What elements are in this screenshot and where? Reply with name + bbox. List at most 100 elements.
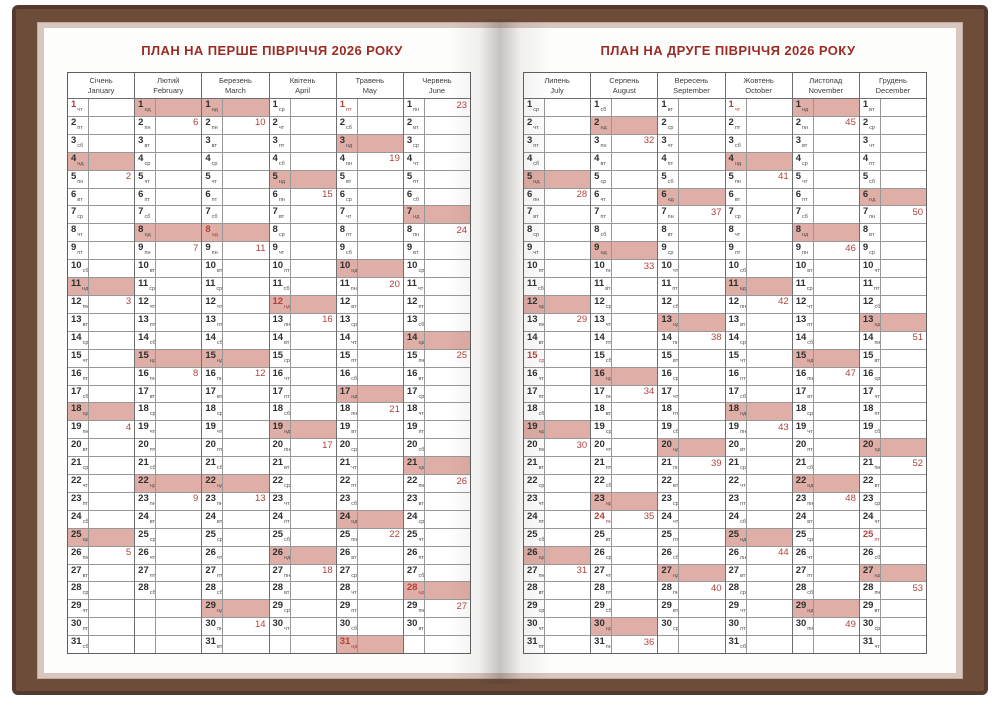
notes-cell: [89, 242, 134, 259]
notes-cell: [814, 529, 859, 546]
day-row-10: 10 сб: [68, 260, 135, 279]
weekday-abbr: вт: [278, 214, 285, 221]
notes-cell: [612, 618, 657, 635]
day-number: 23: [594, 492, 605, 504]
day-row-8: 8 вт: [859, 224, 927, 243]
notes-cell: [814, 582, 859, 599]
notes-cell: [679, 296, 724, 313]
day-row-27: 27 пн 31: [524, 564, 591, 583]
day-number: 4: [527, 152, 533, 164]
day-number: 3: [594, 134, 600, 146]
day-number: 14: [661, 331, 672, 343]
weekday-abbr: пт: [869, 160, 875, 167]
day-number-cell: 8 ср: [270, 224, 291, 242]
day-number: 24: [272, 510, 284, 522]
day-row-23: 23 пт: [725, 492, 792, 511]
notes-cell: [881, 600, 926, 617]
notes-cell: [291, 600, 336, 617]
day-number-cell: 20 пн: [270, 439, 291, 457]
notes-cell: [612, 296, 657, 313]
notes-cell: [545, 224, 590, 241]
day-number-cell: 11 вт: [591, 278, 613, 295]
day-row-16: 16 пт: [725, 367, 792, 386]
notes-cell: [814, 600, 859, 617]
notes-cell: [291, 117, 336, 134]
weekday-abbr: сб: [82, 644, 89, 651]
day-number-cell: 3 вт: [202, 134, 224, 152]
day-number-cell: 4 пт: [658, 152, 680, 170]
day-number-cell: 24 нд: [337, 510, 358, 528]
day-number-cell: 4 вт: [591, 152, 613, 170]
day-number: 14: [205, 331, 216, 343]
notes-cell: [89, 332, 134, 349]
weekday-abbr: пн: [874, 590, 881, 597]
weekday-abbr: пт: [351, 483, 357, 490]
day-number: 19: [339, 421, 351, 433]
notes-cell: [89, 189, 134, 206]
day-number: 3: [71, 134, 77, 146]
day-number-cell: 8 нд: [793, 224, 814, 242]
day-row-7: 7 нд: [403, 206, 471, 225]
day-row-23: 23 ср: [658, 492, 725, 511]
day-row-7: 7 пн 50: [859, 206, 927, 225]
day-row-6: 6 сб: [403, 188, 471, 207]
day-number: 6: [527, 188, 533, 200]
day-row-3: 3 пт: [269, 134, 336, 153]
notes-cell: [814, 189, 859, 206]
notes-cell: [747, 314, 792, 331]
day-number: 9: [661, 242, 667, 254]
day-number-cell: 28 ср: [726, 582, 747, 600]
weekday-abbr: нд: [740, 536, 747, 543]
day-number: 11: [138, 278, 149, 290]
day-number-cell: 11 нд: [68, 278, 89, 295]
notes-cell: [881, 439, 926, 456]
notes-cell: 33: [612, 260, 657, 277]
weekday-abbr: сб: [740, 518, 746, 525]
weekday-abbr: пт: [82, 626, 89, 633]
day-row-5: 5 вт: [336, 170, 403, 189]
day-row-23: 23 пт: [68, 492, 135, 511]
weekday-abbr: пн: [418, 357, 425, 364]
day-number-cell: 23 чт: [524, 492, 545, 510]
weekday-abbr: чт: [211, 178, 218, 185]
day-number-cell: 31 чт: [860, 636, 881, 654]
day-number-cell: 6 пт: [793, 188, 814, 206]
day-number-cell: 17 пт: [524, 385, 545, 403]
notes-cell: [612, 529, 657, 546]
weekday-abbr: пн: [211, 124, 218, 131]
notes-cell: [223, 386, 268, 403]
day-row-16: 16 чт: [524, 367, 591, 386]
day-number-cell: 21 пн: [860, 457, 881, 475]
day-row-26: 26 вт: [336, 546, 403, 565]
day-number: 25: [138, 528, 149, 540]
day-number-cell: 26 пн: [726, 546, 747, 564]
day-row-20: 20 нд: [658, 439, 725, 458]
day-row-27: 27 пт: [202, 564, 269, 583]
day-row-8: 8 пт: [336, 224, 403, 243]
notes-cell: [425, 457, 470, 474]
weekday-abbr: нд: [418, 590, 425, 597]
day-row-28: 28 пн 40: [658, 582, 725, 601]
day-row-11: 11 пт: [658, 278, 725, 296]
day-number: 11: [205, 278, 216, 290]
day-row-6: 6 пт: [202, 188, 269, 207]
day-row-4: 4 ср: [202, 152, 269, 171]
weekday-abbr: вт: [82, 321, 88, 328]
day-number: 22: [339, 475, 351, 487]
day-row-29: 29 пн 27: [403, 600, 471, 619]
day-number-cell: 12 нд: [524, 295, 545, 313]
day-number-cell: 23 ср: [658, 492, 680, 510]
notes-cell: [156, 224, 201, 241]
notes-cell: [89, 582, 134, 599]
weekday-abbr: нд: [801, 232, 809, 239]
weekday-abbr: пт: [605, 590, 612, 597]
day-row-5: 5 сб: [859, 170, 927, 189]
day-number-cell: 24 ср: [404, 510, 425, 528]
day-row-14: 14 чт: [336, 331, 403, 350]
notes-cell: [223, 350, 268, 367]
day-number-cell: 7 пн: [658, 206, 680, 224]
day-number-cell: 9 пн: [793, 242, 814, 260]
day-row-6: 6 вт: [725, 188, 792, 207]
day-number: 11: [71, 278, 82, 290]
day-number: 24: [339, 510, 351, 522]
